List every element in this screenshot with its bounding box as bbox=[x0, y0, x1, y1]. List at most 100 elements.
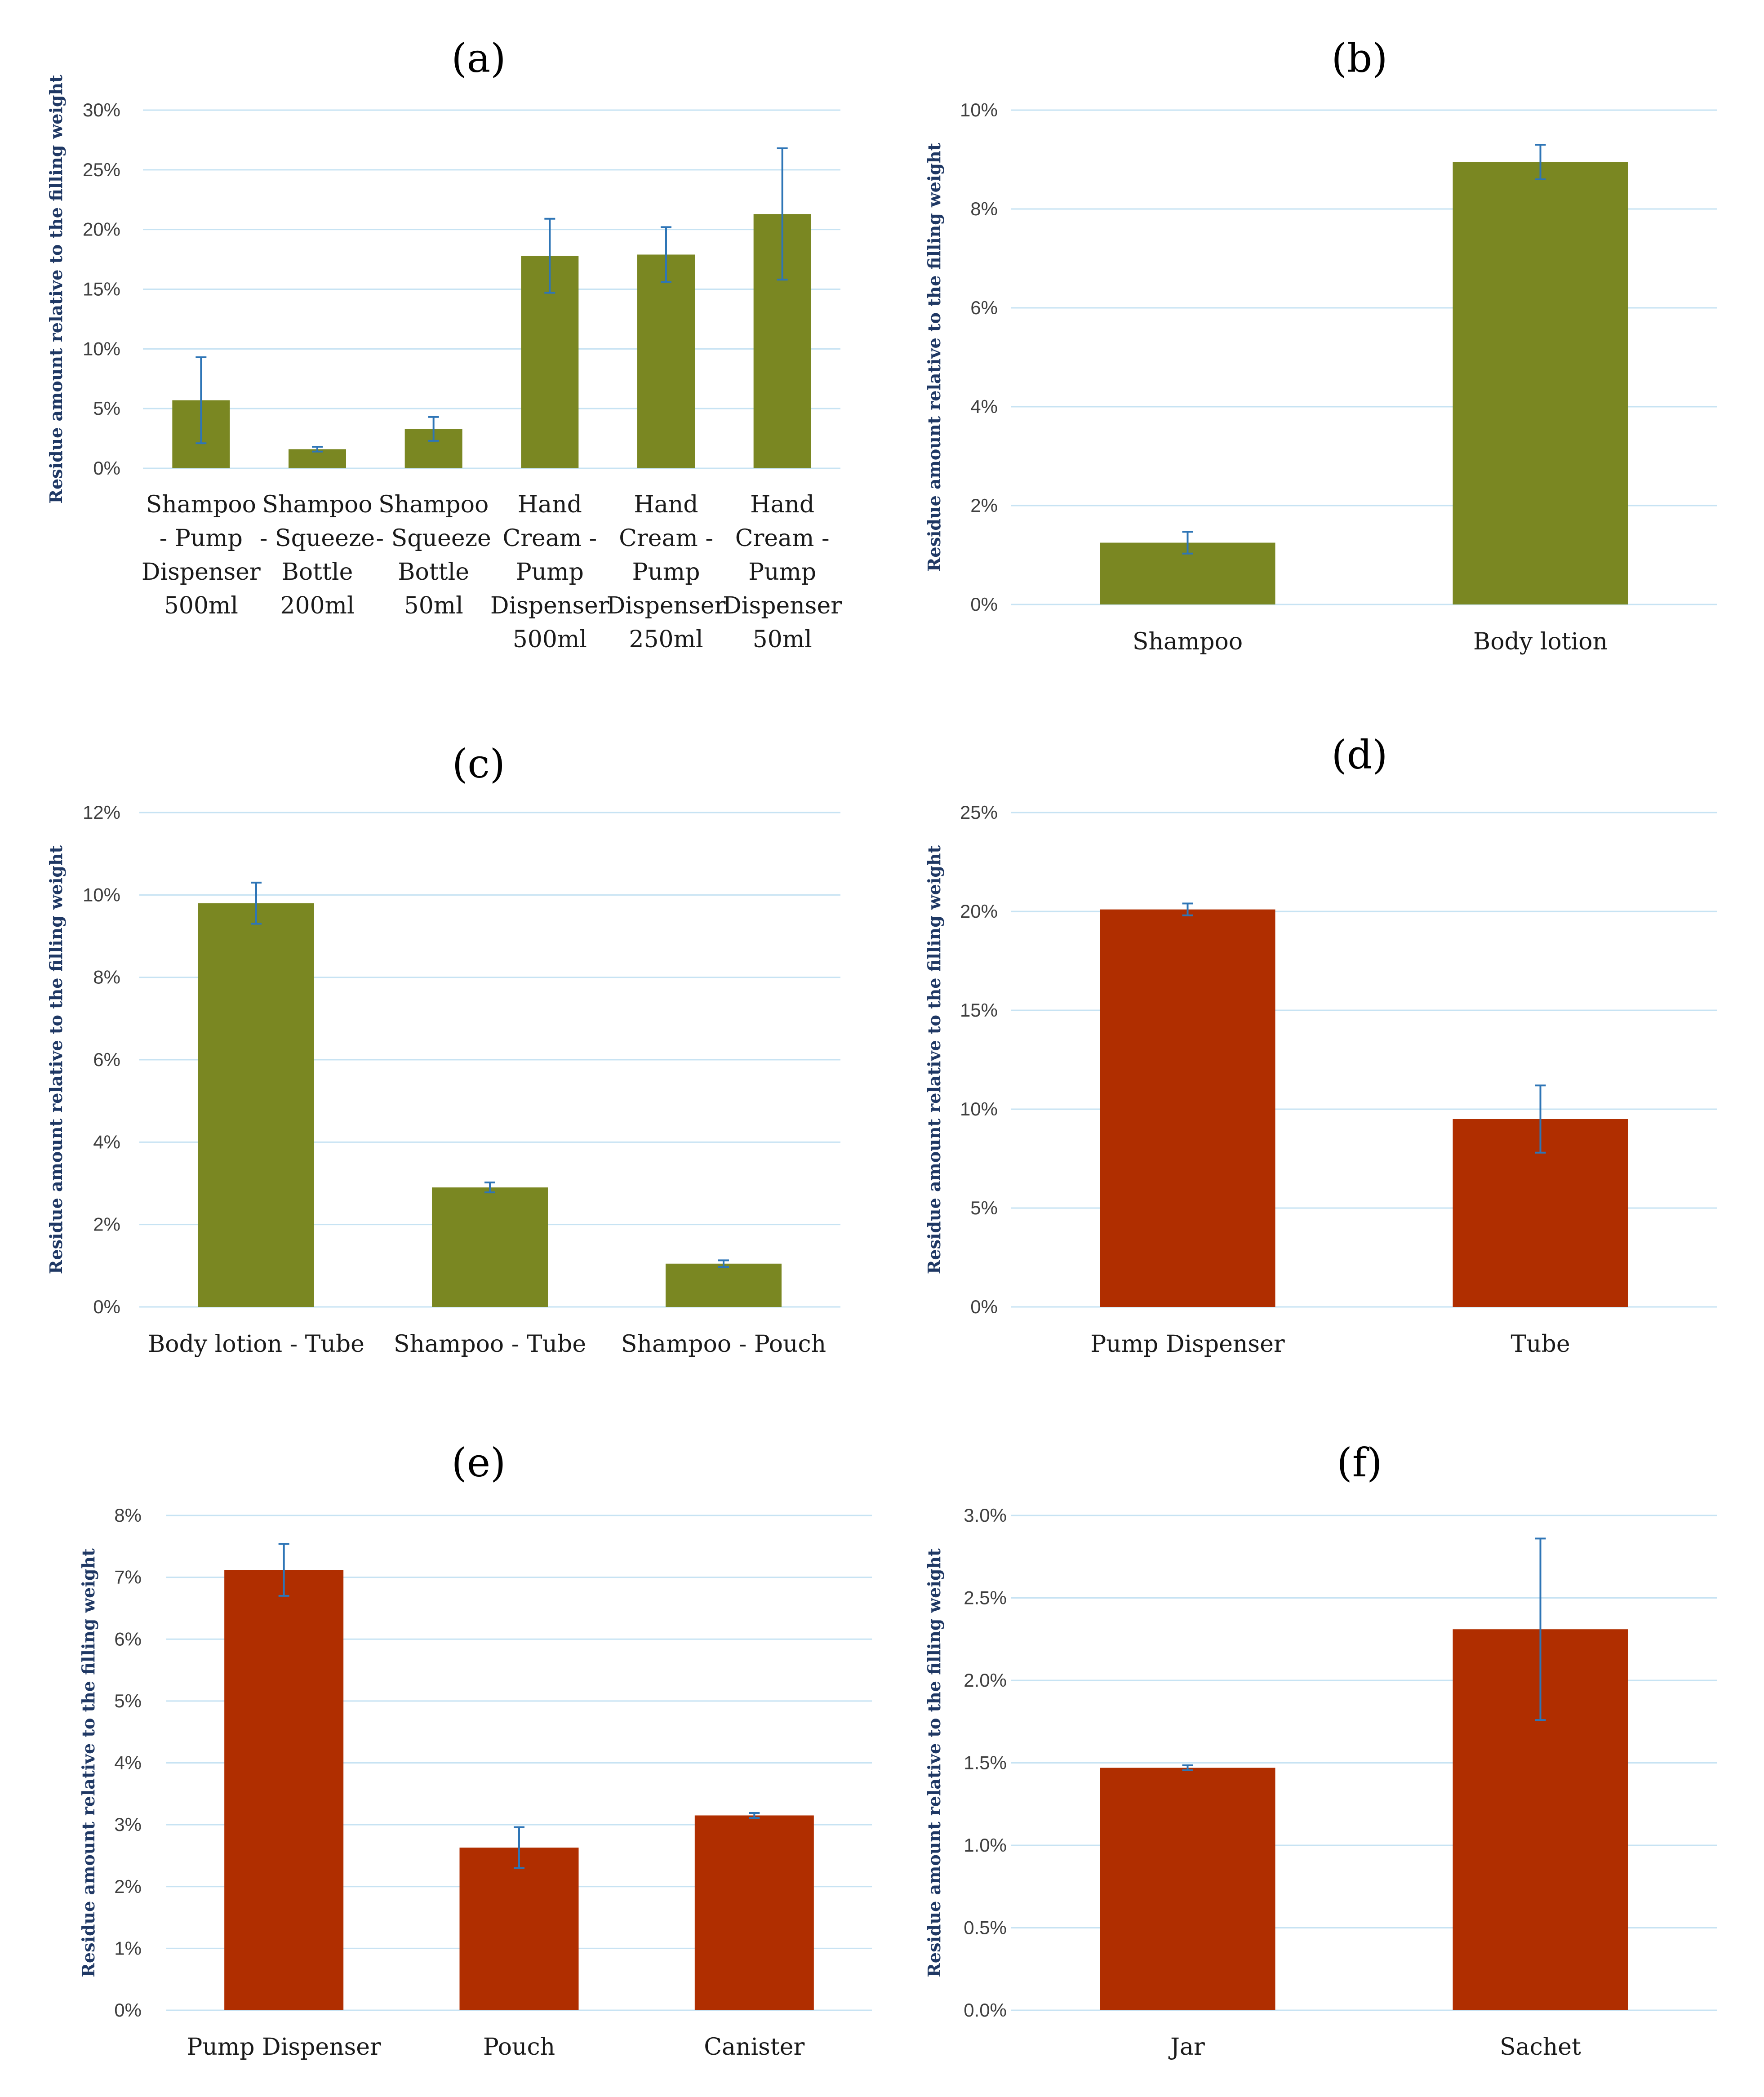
x-category-label: 500ml bbox=[513, 626, 587, 653]
panel-title: (d) bbox=[1332, 732, 1388, 778]
bar bbox=[666, 1263, 782, 1307]
y-tick-label: 20% bbox=[960, 901, 998, 922]
chart-panel-1: (a) 0% 5% 10% 15% 20% 25% 30% Residue amount rel… bbox=[46, 35, 842, 653]
x-category-label: Shampoo bbox=[378, 491, 489, 518]
y-tick-label: 5% bbox=[93, 398, 120, 419]
y-tick-label: 10% bbox=[83, 884, 120, 905]
bar bbox=[1100, 909, 1275, 1307]
x-category-label: Bottle bbox=[282, 559, 353, 586]
chart-panel-2: (b) 0% 2% 4% 6% 8% 10% Residue amount relative … bbox=[924, 35, 1717, 655]
y-tick-label: 0% bbox=[970, 1296, 998, 1317]
y-tick-label: 4% bbox=[970, 396, 998, 417]
x-category-label: Pouch bbox=[483, 2034, 555, 2061]
panel-title: (b) bbox=[1332, 35, 1388, 81]
x-category-label: Shampoo - Pouch bbox=[621, 1331, 826, 1358]
bar bbox=[1100, 1768, 1275, 2010]
x-category-label: Jar bbox=[1168, 2034, 1205, 2061]
y-tick-label: 4% bbox=[93, 1131, 120, 1152]
x-category-label: Hand bbox=[750, 491, 814, 518]
y-tick-label: 0% bbox=[93, 458, 120, 479]
y-tick-label: 1.5% bbox=[964, 1752, 1007, 1773]
y-tick-label: 0.5% bbox=[964, 1917, 1007, 1938]
x-category-label: - Pump bbox=[160, 525, 243, 552]
chart-panel-4: (d) 0% 5% 10% 15% 20% 25% Residue amount relati… bbox=[924, 732, 1717, 1358]
x-category-label: Cream - bbox=[619, 525, 713, 552]
x-category-label: Canister bbox=[704, 2034, 804, 2061]
x-category-label: Hand bbox=[518, 491, 582, 518]
y-tick-label: 30% bbox=[83, 99, 120, 120]
bar bbox=[637, 254, 695, 468]
y-axis-title: Residue amount relative to the filling w… bbox=[924, 142, 944, 572]
y-tick-label: 5% bbox=[114, 1690, 142, 1711]
x-category-label: Cream - bbox=[735, 525, 830, 552]
chart-panel-6: (f) 0.0% 0.5% 1.0% 1.5% 2.0% 2.5% 3.0% Residue a… bbox=[924, 1439, 1717, 2061]
y-tick-label: 10% bbox=[960, 99, 998, 120]
x-category-label: 50ml bbox=[753, 626, 812, 653]
bar bbox=[459, 1848, 579, 2010]
y-tick-label: 1.0% bbox=[964, 1835, 1007, 1856]
x-category-label: Dispenser bbox=[723, 592, 842, 619]
y-tick-label: 8% bbox=[970, 198, 998, 219]
x-category-label: - Squeeze bbox=[260, 525, 375, 552]
x-category-label: Shampoo - Tube bbox=[394, 1331, 586, 1358]
panel-title: (e) bbox=[452, 1439, 506, 1486]
y-tick-label: 10% bbox=[83, 338, 120, 359]
x-category-label: 250ml bbox=[629, 626, 703, 653]
x-category-label: Hand bbox=[634, 491, 698, 518]
x-category-label: Dispenser bbox=[142, 559, 261, 586]
y-tick-label: 5% bbox=[970, 1197, 998, 1218]
y-tick-label: 6% bbox=[970, 297, 998, 318]
y-tick-label: 0% bbox=[114, 1999, 142, 2021]
x-category-label: Shampoo bbox=[1133, 628, 1243, 655]
x-category-label: Tube bbox=[1511, 1331, 1570, 1358]
y-tick-label: 12% bbox=[83, 802, 120, 823]
bar bbox=[224, 1570, 344, 2010]
y-tick-label: 3.0% bbox=[964, 1505, 1007, 1526]
y-tick-label: 1% bbox=[114, 1937, 142, 1959]
y-axis-title: Residue amount relative to the filling w… bbox=[924, 1548, 944, 1977]
x-category-label: 50ml bbox=[404, 592, 463, 619]
x-category-label: Pump bbox=[748, 559, 816, 586]
y-tick-label: 2.5% bbox=[964, 1587, 1007, 1608]
y-tick-label: 0% bbox=[93, 1296, 120, 1317]
y-axis-title: Residue amount relative to the filling w… bbox=[46, 75, 66, 504]
bar bbox=[694, 1815, 814, 2010]
y-tick-label: 20% bbox=[83, 219, 120, 240]
y-tick-label: 25% bbox=[83, 159, 120, 180]
y-tick-label: 3% bbox=[114, 1814, 142, 1835]
y-tick-label: 0.0% bbox=[964, 1999, 1007, 2021]
x-category-label: Dispenser bbox=[607, 592, 726, 619]
panel-title: (a) bbox=[451, 35, 506, 81]
y-tick-label: 7% bbox=[114, 1567, 142, 1588]
y-tick-label: 8% bbox=[93, 967, 120, 988]
y-tick-label: 2% bbox=[93, 1214, 120, 1235]
x-category-label: Body lotion bbox=[1473, 628, 1608, 655]
y-axis-title: Residue amount relative to the filling w… bbox=[78, 1548, 98, 1977]
y-axis-title: Residue amount relative to the filling w… bbox=[924, 845, 944, 1274]
x-category-label: Shampoo bbox=[146, 491, 256, 518]
bar bbox=[432, 1187, 548, 1307]
x-category-label: Shampoo bbox=[262, 491, 372, 518]
y-tick-label: 2% bbox=[114, 1876, 142, 1897]
x-category-label: 200ml bbox=[280, 592, 354, 619]
y-tick-label: 4% bbox=[114, 1752, 142, 1773]
panel-title: (c) bbox=[452, 741, 505, 787]
x-category-label: Bottle bbox=[398, 559, 469, 586]
y-tick-label: 2.0% bbox=[964, 1670, 1007, 1691]
y-tick-label: 0% bbox=[970, 594, 998, 615]
x-category-label: Pump bbox=[632, 559, 700, 586]
y-tick-label: 25% bbox=[960, 802, 998, 823]
x-category-label: Pump Dispenser bbox=[1090, 1331, 1285, 1358]
bar bbox=[1453, 162, 1628, 604]
x-category-label: Dispenser bbox=[490, 592, 609, 619]
y-tick-label: 15% bbox=[83, 279, 120, 300]
x-category-label: Pump bbox=[516, 559, 584, 586]
y-tick-label: 6% bbox=[93, 1049, 120, 1070]
x-category-label: 500ml bbox=[164, 592, 238, 619]
chart-panel-5: (e) 0% 1% 2% 3% 4% 5% 6% 7% 8% Residue amount rela… bbox=[78, 1439, 872, 2061]
y-tick-label: 15% bbox=[960, 1000, 998, 1021]
y-tick-label: 6% bbox=[114, 1628, 142, 1649]
y-tick-label: 10% bbox=[960, 1098, 998, 1120]
x-category-label: - Squeeze bbox=[376, 525, 491, 552]
